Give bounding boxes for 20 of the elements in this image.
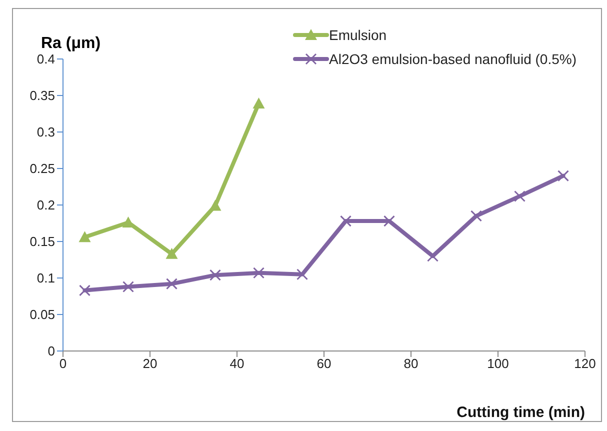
x-tick-label: 20	[142, 356, 158, 372]
y-tick-label: 0.4	[36, 52, 55, 67]
y-axis-title: Ra (μm)	[41, 35, 101, 53]
y-tick-label: 0.05	[30, 307, 55, 322]
y-tick-label: 0	[48, 344, 55, 359]
y-tick-label: 0.35	[30, 88, 55, 104]
y-tick-label: 0.25	[30, 161, 55, 176]
x-tick-label: 60	[316, 356, 332, 372]
legend-label: Emulsion	[329, 27, 387, 43]
y-tick-label: 0.15	[30, 234, 55, 250]
x-tick-label: 100	[487, 356, 509, 372]
x-axis-title: Cutting time (min)	[456, 404, 585, 421]
y-tick-label: 0.2	[36, 198, 55, 213]
legend-label: Al2O3 emulsion-based nanofluid (0.5%)	[329, 51, 576, 67]
y-tick-label: 0.3	[36, 124, 55, 140]
x-tick-label: 40	[230, 356, 244, 372]
x-tick-label: 80	[404, 356, 418, 372]
x-tick-label: 120	[574, 356, 596, 372]
y-tick-label: 0.1	[36, 270, 55, 286]
x-tick-label: 0	[59, 356, 67, 372]
